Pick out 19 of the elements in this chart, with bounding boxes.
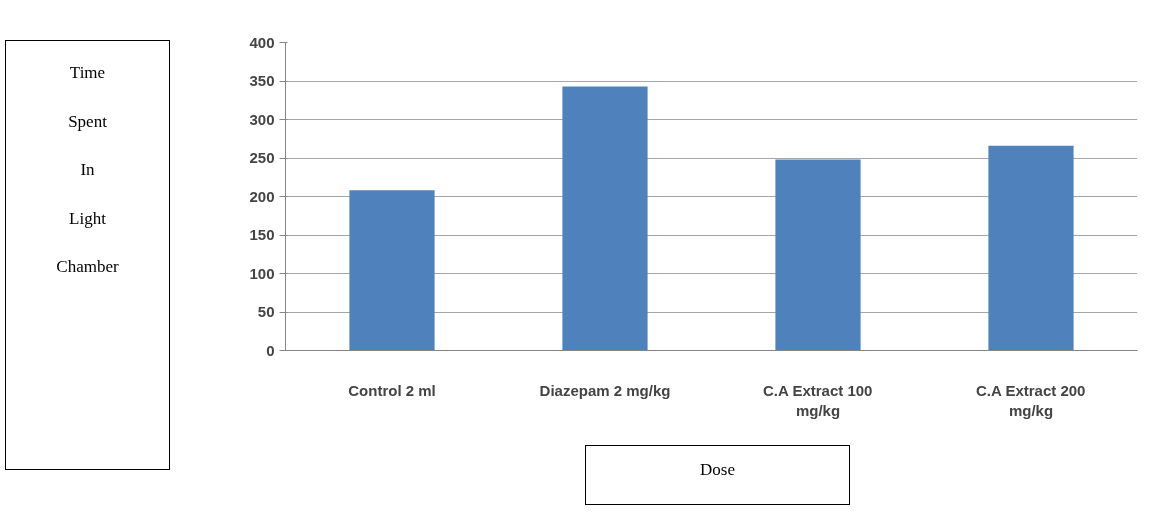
y-tick-label: 0	[266, 341, 275, 359]
y-tick-label: 400	[249, 33, 275, 51]
bar	[988, 145, 1074, 351]
x-axis-title: Dose	[700, 459, 735, 481]
text: Time Spent In Light Chamber	[56, 63, 119, 277]
y-tick-label: 300	[249, 110, 275, 128]
y-tick-label: 50	[257, 303, 275, 320]
y-tick-label: 250	[249, 149, 275, 166]
bar	[562, 86, 648, 351]
x-tick-label: C.A Extract 200 mg/kg	[975, 381, 1086, 419]
y-tick-label: 150	[249, 226, 275, 243]
bar	[349, 190, 435, 351]
y-tick-label: 200	[249, 187, 275, 205]
x-tick-label: Control 2 ml	[348, 381, 436, 399]
x-tick-label: C.A Extract 100 mg/kg	[762, 381, 873, 419]
bar	[775, 159, 861, 351]
y-tick-label: 100	[249, 264, 275, 282]
x-tick-label: Diazepam 2 mg/kg	[539, 381, 671, 399]
y-tick-label: 350	[249, 72, 275, 89]
